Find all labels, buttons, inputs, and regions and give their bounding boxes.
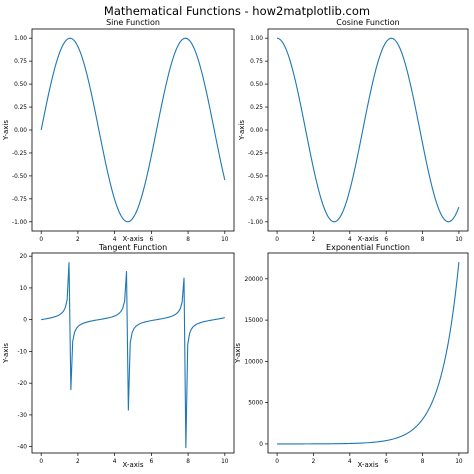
y-tick-label: 10 [20,286,28,292]
y-tick-label: 0.00 [250,128,263,134]
subplot-tangent: Tangent Function X-axis Y-axis 0 2 4 6 8 10 -4… [2,243,235,469]
x-tick-label: 6 [150,237,154,243]
y-tick-label: -0.75 [248,197,263,203]
x-tick-label: 2 [312,459,316,465]
y-tick-label: -0.50 [248,174,263,180]
x-axis-label: X-axis [358,235,379,243]
y-tick-label: -0.50 [12,174,27,180]
x-tick-label: 8 [421,237,425,243]
y-tick-label: 0.50 [250,82,263,88]
y-tick-label: 0.50 [14,82,27,88]
y-tick-label: 0 [23,318,27,324]
x-tick-label: 0 [39,459,43,465]
subplot-sine: Sine Function X-axis Y-axis 0 2 4 6 8 10 -1.00… [2,18,235,243]
subplot-title: Tangent Function [98,243,167,252]
series-line-cos [276,37,460,223]
y-axis-label: Y-axis [2,343,10,364]
x-tick-label: 4 [348,459,352,465]
y-tick-label: 10000 [245,359,264,365]
y-axis-label: Y-axis [2,120,10,141]
y-tick-label: 20 [20,254,28,260]
x-tick-label: 8 [186,237,190,243]
x-tick-label: 6 [150,459,154,465]
x-tick-label: 0 [39,237,43,243]
x-tick-label: 4 [113,237,117,243]
series-line-sin [40,37,226,223]
y-axis-label: Y-axis [234,343,242,364]
y-tick-label: -0.25 [248,151,263,157]
x-tick-label: 2 [76,237,80,243]
y-tick-label: 0.25 [250,105,263,111]
x-tick-label: 10 [221,459,229,465]
x-axis-label: X-axis [358,461,379,469]
x-tick-label: 10 [455,459,463,465]
y-tick-label: -20 [18,381,28,387]
x-tick-label: 10 [221,237,229,243]
y-tick-label: -30 [18,413,28,419]
x-axis-label: X-axis [123,235,144,243]
y-tick-label: 0.75 [250,59,263,65]
x-tick-label: 4 [113,459,117,465]
y-tick-label: 1.00 [250,36,263,42]
subplot-title: Cosine Function [336,18,399,27]
y-tick-label: 0.00 [14,128,27,134]
y-axis-label: Y-axis [238,120,246,141]
y-tick-label: 1.00 [14,36,27,42]
figure-suptitle: Mathematical Functions - how2matplotlib.… [104,4,370,18]
y-tick-label: -0.75 [12,197,27,203]
plot-frame [31,252,235,454]
series-line-tan [41,262,225,449]
y-tick-label: 0.25 [14,105,27,111]
x-tick-label: 2 [312,237,316,243]
subplot-title: Sine Function [106,18,160,27]
y-tick-label: -1.00 [248,220,263,226]
subplot-title: Exponential Function [326,243,410,252]
x-tick-label: 8 [421,459,425,465]
x-axis-label: X-axis [123,461,144,469]
y-tick-label: 15000 [245,318,264,324]
x-tick-label: 8 [186,459,190,465]
y-tick-label: 0 [259,442,263,448]
y-tick-label: -40 [18,445,28,451]
y-tick-label: 5000 [248,401,263,407]
y-tick-label: 20000 [245,277,264,283]
y-tick-label: -0.25 [12,151,27,157]
plot-frame [267,252,469,454]
x-tick-label: 4 [348,237,352,243]
subplot-cosine: Cosine Function X-axis Y-axis 0 2 4 6 8 10 -1.… [238,18,469,243]
y-tick-label: 0.75 [14,59,27,65]
x-tick-label: 6 [384,459,388,465]
x-tick-label: 0 [275,459,279,465]
y-tick-label: -1.00 [12,220,27,226]
x-tick-label: 10 [455,237,463,243]
x-tick-label: 0 [275,237,279,243]
series-line-exp [277,262,460,445]
y-tick-label: -10 [18,349,28,355]
subplot-exponential: Exponential Function X-axis Y-axis 0 2 4 6 8… [234,243,469,469]
x-tick-label: 2 [76,459,80,465]
x-tick-label: 6 [384,237,388,243]
